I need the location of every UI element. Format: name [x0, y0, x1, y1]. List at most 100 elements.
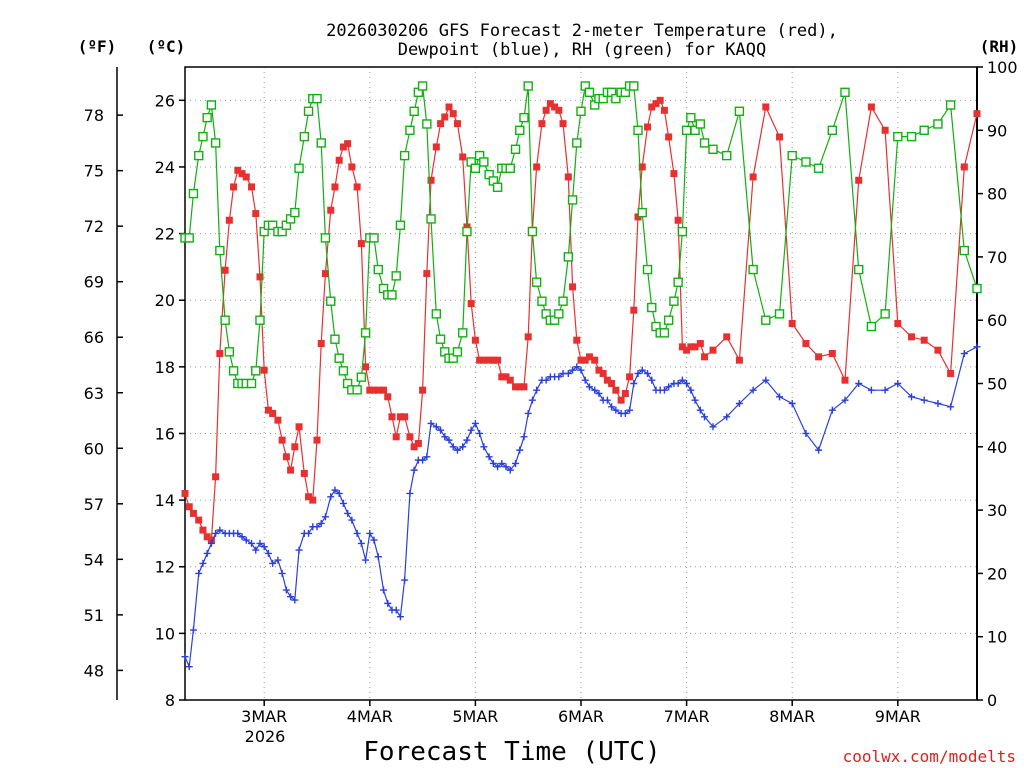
rh-point [326, 296, 336, 306]
dewpoint-point [569, 366, 577, 374]
temperature-point [467, 300, 475, 308]
temperature-point [287, 466, 295, 474]
dewpoint-point [815, 446, 823, 454]
dewpoint-point [585, 383, 593, 391]
dewpoint-point [701, 413, 709, 421]
temperature-point [621, 389, 629, 397]
dewpoint-point [591, 386, 599, 394]
dewpoint-point [894, 380, 902, 387]
dewpoint-point [506, 466, 514, 474]
rh-axis-unit: (RH) [980, 37, 1019, 56]
rh-tick-label: 50 [987, 375, 1007, 394]
celsius-tick-label: 14 [155, 491, 175, 510]
dewpoint-point [494, 463, 502, 471]
temperature-point [867, 103, 875, 111]
rh-point [584, 87, 595, 98]
temperature-point [195, 516, 203, 524]
temperature-point [516, 383, 524, 391]
temperature-point [331, 183, 339, 191]
dewpoint-point [788, 399, 796, 407]
rh-point [303, 106, 314, 117]
temperature-point [406, 433, 414, 441]
dewpoint-point [427, 419, 435, 427]
temperature-point [573, 336, 581, 344]
rh-point [246, 378, 257, 389]
dewpoint-point [660, 386, 668, 394]
rh-point [893, 131, 903, 142]
rh-point [972, 283, 982, 294]
rh-point [510, 144, 521, 154]
dewpoint-point [260, 543, 268, 551]
dewpoint-point [441, 433, 449, 441]
x-tick-label: 8MAR [769, 707, 815, 726]
temperature-point [973, 110, 981, 118]
celsius-tick-label: 22 [155, 225, 175, 244]
temperature-point [581, 356, 589, 364]
dewpoint-point [581, 376, 589, 384]
temperature-point [555, 106, 563, 114]
dewpoint-point [638, 366, 646, 374]
rh-point [537, 296, 547, 306]
temperature-point [559, 120, 567, 128]
rh-point [369, 233, 379, 243]
rh-point [360, 328, 371, 338]
dewpoint-point [485, 453, 493, 461]
dewpoint-point [321, 513, 329, 521]
dewpoint-point [577, 366, 585, 374]
rh-point [316, 138, 326, 148]
temperature-point [920, 336, 928, 344]
temperature-point [248, 183, 256, 191]
dewpoint-point [524, 409, 532, 417]
temperature-point [815, 353, 823, 361]
dewpoint-point [256, 539, 264, 547]
temperature-point [533, 163, 541, 171]
temperature-point [339, 143, 347, 151]
rh-point [202, 112, 212, 123]
temperature-point [260, 366, 268, 374]
temperature-point [199, 526, 207, 534]
rh-point [334, 353, 344, 363]
temperature-point [269, 409, 277, 417]
rh-point [633, 125, 643, 136]
dewpoint-point [287, 593, 295, 601]
rh-point [255, 315, 265, 325]
temperature-point [512, 383, 520, 391]
temperature-point [256, 273, 264, 281]
rh-point [659, 328, 670, 338]
temperature-point [841, 376, 849, 384]
dewpoint-point [855, 380, 863, 387]
rh-tick-label: 40 [987, 438, 1007, 457]
temperature-point [225, 216, 233, 224]
credit-text: coolwx.com/modelts [843, 747, 1016, 766]
rh-point [945, 100, 956, 110]
temperature-point [538, 120, 546, 128]
dewpoint-point [459, 443, 467, 451]
dewpoint-point [696, 406, 704, 414]
temperature-point [295, 423, 303, 431]
temperature-point [489, 356, 497, 364]
temperature-point [802, 340, 810, 348]
rh-point [734, 106, 745, 117]
dewpoint-point [305, 529, 313, 537]
temperature-point [612, 386, 620, 394]
dewpoint-point [626, 406, 634, 414]
temperature-point [524, 333, 532, 341]
rh-tick-label: 60 [987, 311, 1007, 330]
rh-point [563, 252, 574, 262]
dewpoint-point [282, 586, 290, 594]
dewpoint-point [437, 426, 445, 434]
celsius-axis-unit: (ºC) [147, 37, 186, 56]
temperature-point [221, 266, 229, 274]
temperature-point [626, 373, 634, 381]
dewpoint-point [644, 370, 652, 378]
x-year-label: 2026 [245, 727, 286, 746]
dewpoint-point [348, 516, 356, 524]
rh-point [206, 100, 217, 110]
rh-point [761, 315, 771, 325]
dewpoint-point [392, 606, 400, 614]
dewpoint-point [683, 380, 691, 387]
dewpoint-point [419, 456, 427, 464]
rh-point [531, 277, 542, 287]
fahrenheit-tick-label: 60 [84, 439, 104, 458]
